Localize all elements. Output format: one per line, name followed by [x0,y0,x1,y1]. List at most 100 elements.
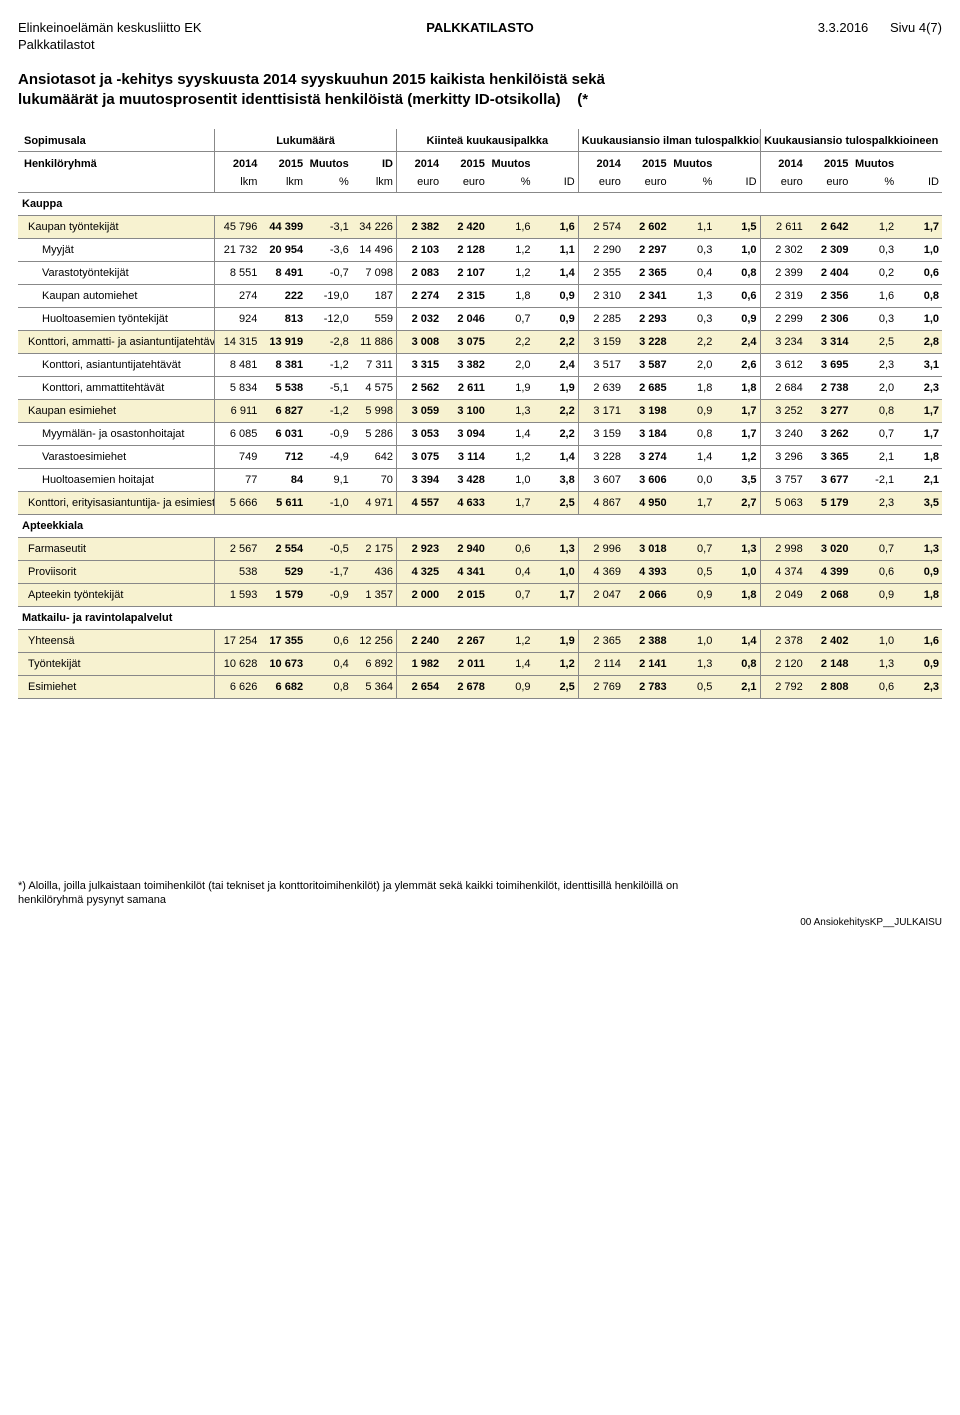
cell: 10 628 [215,652,261,675]
col-ilman: Kuukausiansio ilman tulospalkkioita [578,129,760,152]
cell: 2 114 [578,652,624,675]
cell: 70 [352,468,397,491]
page-header: Elinkeinoelämän keskusliitto EK PALKKATI… [18,20,942,35]
h-idblank [897,151,942,173]
h-muutos: Muutos [851,151,897,173]
h-pct: % [851,173,897,193]
cell: 1,0 [488,468,534,491]
row-label: Huoltoasemien työntekijät [18,307,215,330]
row-label: Konttori, erityisasiantuntija- ja esimie… [18,491,215,514]
h-pct: % [488,173,534,193]
cell: 2 382 [396,215,442,238]
header-right: 3.3.2016 Sivu 4(7) [634,20,942,35]
cell: 3 234 [760,330,806,353]
cell: 222 [260,284,306,307]
cell: 3 252 [760,399,806,422]
cell: 3 677 [806,468,852,491]
cell: 2,3 [897,675,942,698]
cell: 3 059 [396,399,442,422]
h-pct: % [670,173,716,193]
cell: 2,6 [715,353,760,376]
cell: 0,3 [851,238,897,261]
cell: 5 063 [760,491,806,514]
cell: 1,4 [670,445,716,468]
section-label: Matkailu- ja ravintolapalvelut [18,606,942,629]
cell: 13 919 [260,330,306,353]
cell: 1,0 [897,238,942,261]
cell: 1,2 [488,629,534,652]
cell: 6 827 [260,399,306,422]
cell: 5 834 [215,376,261,399]
cell: 2,2 [534,330,579,353]
cell: 3 114 [442,445,488,468]
cell: 2 066 [624,583,670,606]
cell: 0,8 [851,399,897,422]
cell: 2 299 [760,307,806,330]
col-henkiloryhma: Henkilöryhmä [18,151,215,173]
cell: 1,0 [715,560,760,583]
row-label: Konttori, ammatti- ja asiantuntijatehtäv… [18,330,215,353]
cell: 2,0 [670,353,716,376]
cell: 2,2 [534,399,579,422]
table-row: Konttori, ammatti- ja asiantuntijatehtäv… [18,330,942,353]
cell: 2 378 [760,629,806,652]
cell: 1,8 [897,583,942,606]
row-label: Varastoesimiehet [18,445,215,468]
col-kanssa: Kuukausiansio tulospalkkioineen [760,129,942,152]
row-label: Esimiehet [18,675,215,698]
h-2014: 2014 [578,151,624,173]
table-row: Konttori, ammattitehtävät5 8345 538-5,14… [18,376,942,399]
cell: 1,2 [488,238,534,261]
cell: 4 575 [352,376,397,399]
cell: 1,3 [670,652,716,675]
cell: 2 011 [442,652,488,675]
cell: 0,9 [670,583,716,606]
cell: 2 769 [578,675,624,698]
cell: 0,9 [670,399,716,422]
cell: 0,0 [670,468,716,491]
cell: -0,7 [306,261,352,284]
cell: 34 226 [352,215,397,238]
cell: 17 254 [215,629,261,652]
cell: 2 297 [624,238,670,261]
cell: -3,6 [306,238,352,261]
cell: 2 128 [442,238,488,261]
cell: 1,3 [488,399,534,422]
cell: 6 626 [215,675,261,698]
cell: 2 654 [396,675,442,698]
cell: 3 606 [624,468,670,491]
cell: 6 911 [215,399,261,422]
cell: 2 293 [624,307,670,330]
cell: 0,8 [715,261,760,284]
cell: 1,3 [897,537,942,560]
cell: 1,1 [670,215,716,238]
cell: 3 171 [578,399,624,422]
cell: 3 517 [578,353,624,376]
cell: 813 [260,307,306,330]
cell: 3 008 [396,330,442,353]
cell: 8 381 [260,353,306,376]
cell: 12 256 [352,629,397,652]
cell: 9,1 [306,468,352,491]
cell: 274 [215,284,261,307]
cell: 2 940 [442,537,488,560]
cell: 1,7 [715,422,760,445]
cell: 2,1 [851,445,897,468]
cell: 1,7 [534,583,579,606]
cell: 1,2 [488,445,534,468]
h-id: ID [897,173,942,193]
cell: 559 [352,307,397,330]
cell: 1 357 [352,583,397,606]
cell: 1,4 [534,261,579,284]
cell: 1,8 [715,376,760,399]
cell: 7 311 [352,353,397,376]
cell: 8 551 [215,261,261,284]
cell: 2,0 [851,376,897,399]
h-id: ID [534,173,579,193]
row-label: Kaupan automiehet [18,284,215,307]
row-label: Proviisorit [18,560,215,583]
cell: 3 757 [760,468,806,491]
cell: 0,7 [851,537,897,560]
cell: 3,1 [897,353,942,376]
cell: 2 032 [396,307,442,330]
